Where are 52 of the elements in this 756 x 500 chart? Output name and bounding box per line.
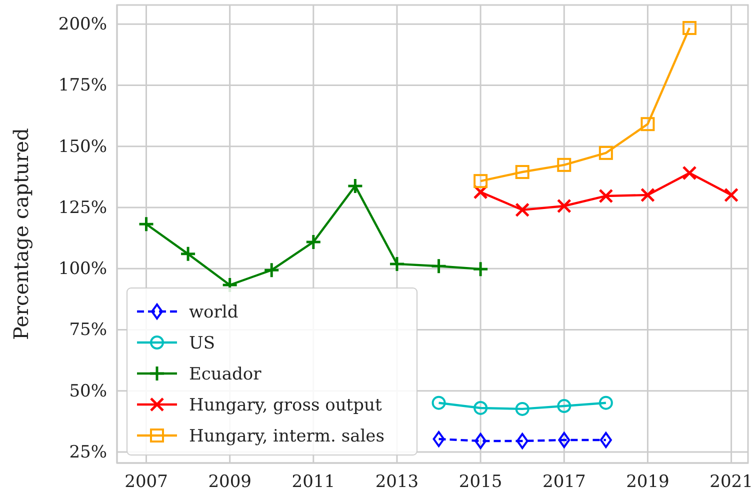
legend-label: US <box>189 333 215 354</box>
y-tick-label: 150% <box>58 136 107 157</box>
point <box>640 188 655 202</box>
point <box>180 246 196 262</box>
point <box>432 396 446 410</box>
point <box>472 260 489 278</box>
point <box>515 165 530 180</box>
y-tick-label: 50% <box>69 381 107 402</box>
legend-label: Hungary, interm. sales <box>189 426 384 446</box>
point <box>305 234 322 250</box>
x-tick-label: 2017 <box>542 472 586 492</box>
x-tick-label: 2021 <box>710 472 753 492</box>
point <box>474 174 488 188</box>
point <box>598 396 613 410</box>
x-tick-label: 2011 <box>292 472 336 492</box>
x-tick-label: 2013 <box>375 472 419 492</box>
point <box>682 166 697 180</box>
point <box>388 256 406 272</box>
point <box>515 402 530 416</box>
y-axis-title: Percentage captured <box>9 128 33 340</box>
y-tick-label: 75% <box>69 320 107 340</box>
point <box>516 432 528 449</box>
x-tick-label: 2009 <box>208 472 252 492</box>
point <box>556 198 572 214</box>
point <box>557 158 572 172</box>
point <box>346 178 364 194</box>
point <box>600 432 612 448</box>
point <box>432 431 445 448</box>
y-tick-label: 100% <box>58 259 107 280</box>
y-tick-label: 200% <box>58 14 107 35</box>
point <box>515 202 530 218</box>
legend-label: world <box>189 302 238 322</box>
x-tick-label: 2007 <box>124 472 168 492</box>
y-tick-label: 125% <box>58 198 107 218</box>
point <box>557 399 572 414</box>
y-tick-label: 175% <box>58 76 107 96</box>
point <box>474 400 488 415</box>
point <box>598 146 613 160</box>
point <box>724 188 739 202</box>
point <box>263 262 280 278</box>
point <box>430 258 448 274</box>
point <box>558 432 570 448</box>
x-tick-label: 2015 <box>458 472 502 492</box>
y-tick-label: 25% <box>69 442 107 462</box>
point <box>138 216 154 232</box>
point <box>682 20 696 35</box>
point <box>474 432 487 449</box>
legend-label: Ecuador <box>189 364 262 384</box>
x-tick-label: 2019 <box>626 472 670 492</box>
legend-label: Hungary, gross output <box>189 395 382 416</box>
point <box>640 117 655 132</box>
point <box>598 188 614 204</box>
